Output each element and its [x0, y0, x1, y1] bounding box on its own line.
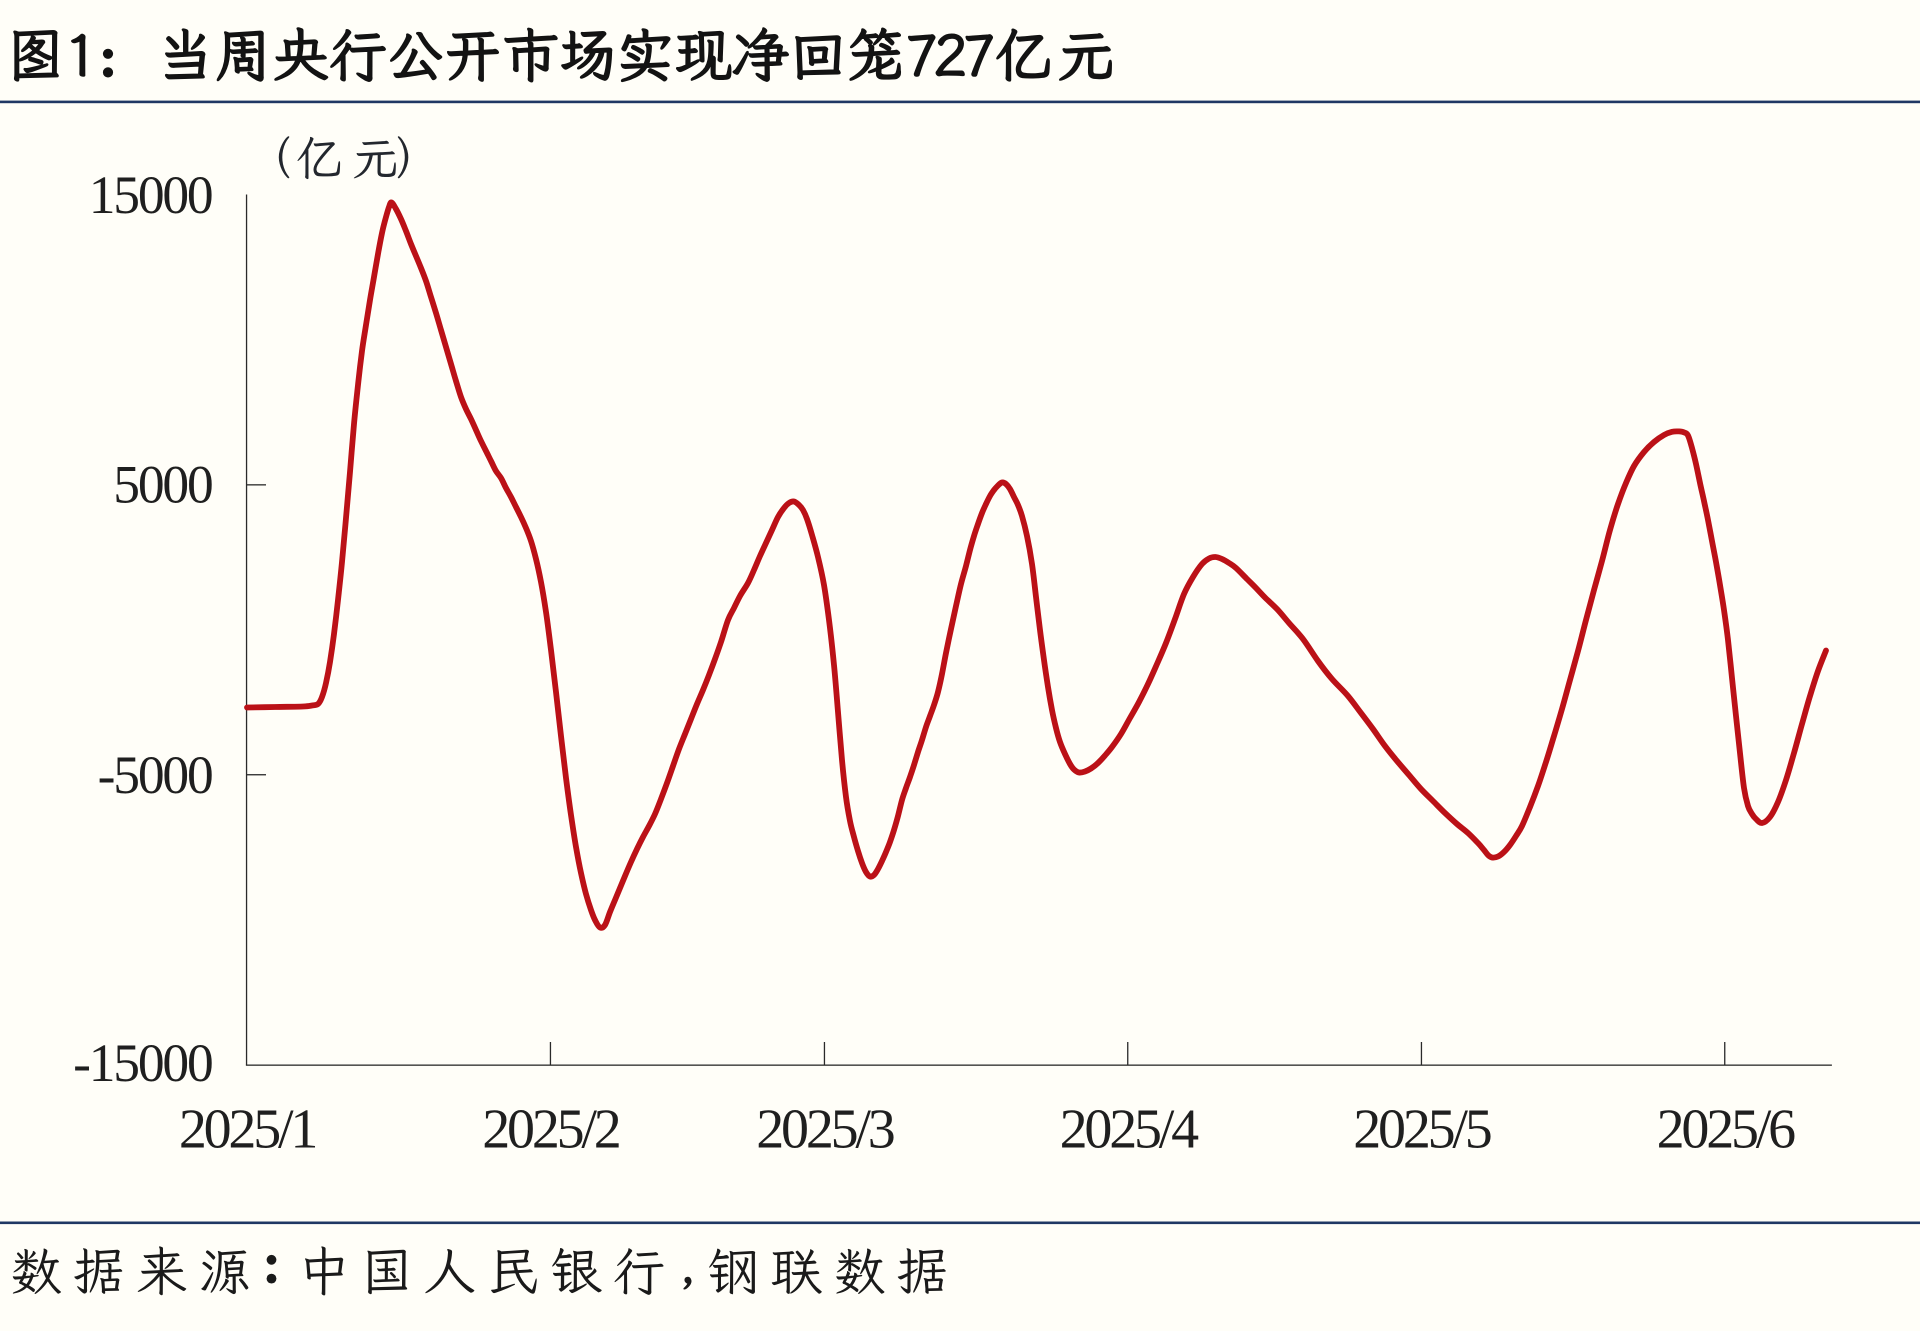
svg-text:2025/4: 2025/4	[1060, 1099, 1200, 1161]
svg-text:15000: 15000	[89, 165, 212, 225]
svg-text:2025/5: 2025/5	[1353, 1099, 1491, 1161]
svg-text:2025/2: 2025/2	[482, 1099, 619, 1161]
svg-text:2025/3: 2025/3	[756, 1099, 894, 1161]
svg-text:5000: 5000	[113, 455, 212, 515]
svg-text:2025/1: 2025/1	[179, 1099, 316, 1161]
svg-text:-15000: -15000	[73, 1033, 212, 1093]
svg-text:2025/6: 2025/6	[1657, 1099, 1796, 1161]
svg-text:-5000: -5000	[98, 745, 212, 805]
